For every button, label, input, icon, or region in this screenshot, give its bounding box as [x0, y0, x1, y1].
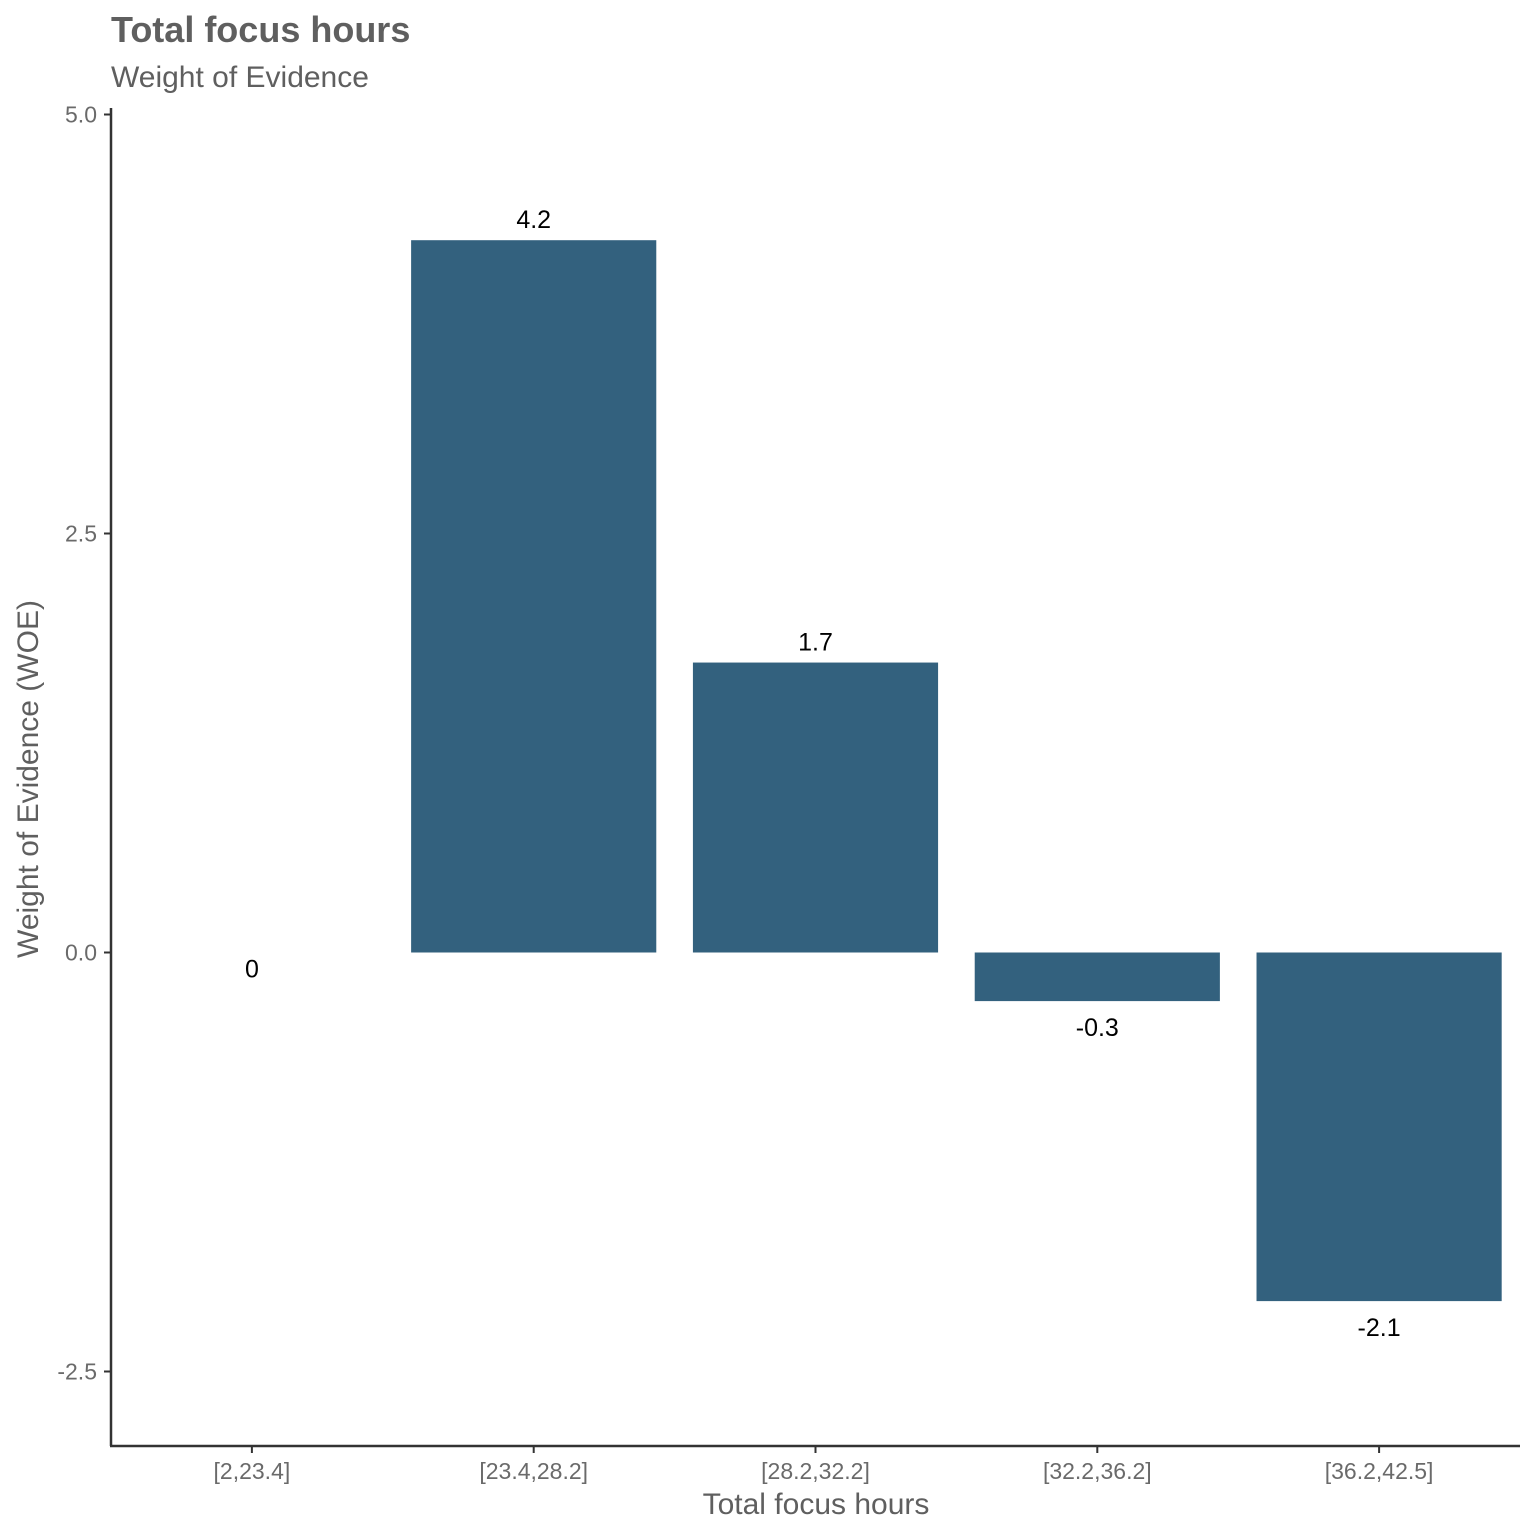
y-tick-label: 2.5	[65, 521, 97, 547]
x-axis-title: Total focus hours	[703, 1488, 930, 1521]
data-labels: 0 4.2 1.7 -0.3 -2.1	[245, 206, 1401, 1342]
data-label: -0.3	[1076, 1014, 1119, 1042]
y-tick-label: 0.0	[65, 940, 97, 966]
data-label: 0	[245, 956, 259, 984]
data-label: 4.2	[516, 206, 551, 234]
x-tick-label: [28.2,32.2]	[761, 1458, 870, 1484]
bar	[411, 240, 657, 953]
data-label: -2.1	[1358, 1314, 1401, 1342]
bar	[692, 662, 939, 953]
bar	[974, 952, 1220, 1002]
x-axis-ticks: [2,23.4] [23.4,28.2] [28.2,32.2] [32.2,36.2…	[214, 1446, 1434, 1484]
data-label: 1.7	[798, 629, 833, 657]
x-tick-label: [2,23.4]	[214, 1458, 291, 1484]
y-tick-label: 5.0	[65, 102, 97, 128]
bars	[411, 240, 1502, 1302]
y-axis-ticks: -2.5 0.0 2.5 5.0	[57, 102, 111, 1385]
chart-title: Total focus hours	[111, 9, 410, 50]
x-tick-label: [32.2,36.2]	[1043, 1458, 1152, 1484]
y-tick-label: -2.5	[57, 1359, 97, 1385]
x-tick-label: [23.4,28.2]	[479, 1458, 588, 1484]
x-tick-label: [36.2,42.5]	[1325, 1458, 1434, 1484]
bar	[1256, 952, 1502, 1302]
chart-subtitle: Weight of Evidence	[111, 61, 369, 94]
y-axis-title: Weight of Evidence (WOE)	[12, 600, 45, 958]
